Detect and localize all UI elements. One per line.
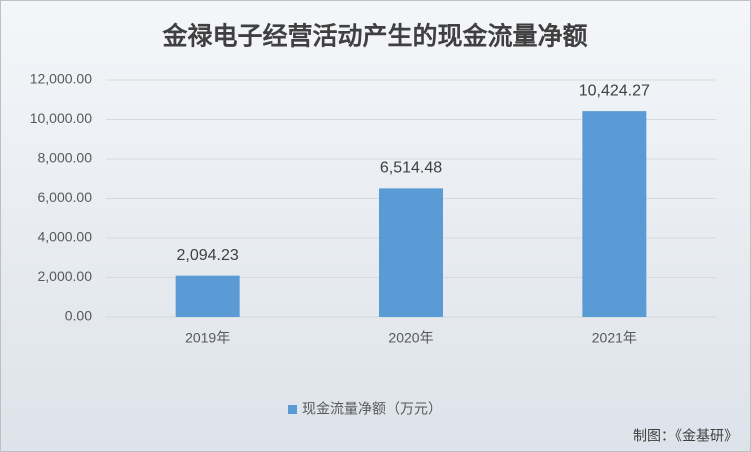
x-tick-label: 2019年 — [185, 330, 230, 346]
x-tick-label: 2020年 — [388, 330, 433, 346]
y-tick-label: 2,000.00 — [38, 268, 93, 284]
legend-swatch — [288, 405, 297, 414]
y-tick-label: 12,000.00 — [30, 71, 92, 87]
y-tick-label: 8,000.00 — [38, 150, 93, 166]
bar — [379, 188, 443, 317]
value-label: 6,514.48 — [380, 160, 442, 177]
y-tick-label: 6,000.00 — [38, 189, 93, 205]
y-tick-label: 0.00 — [65, 308, 92, 324]
value-label: 2,094.23 — [177, 247, 239, 264]
bar — [582, 111, 647, 317]
value-label: 10,424.27 — [579, 82, 650, 99]
chart-title: 金禄电子经营活动产生的现金流量净额 — [161, 22, 587, 51]
bar — [175, 275, 240, 317]
source: 制图：《金基研》 — [633, 428, 738, 444]
legend-label: 现金流量净额（万元） — [302, 401, 442, 417]
y-tick-label: 10,000.00 — [30, 110, 92, 126]
y-tick-label: 4,000.00 — [38, 229, 93, 245]
x-tick-label: 2021年 — [592, 330, 637, 346]
